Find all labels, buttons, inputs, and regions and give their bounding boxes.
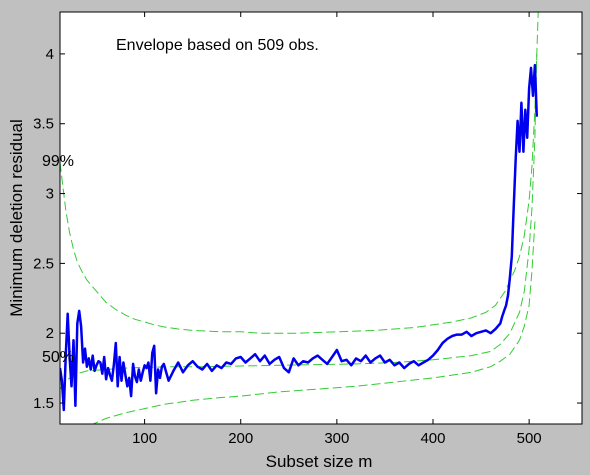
envelope-line-3 [92,221,536,424]
x-tick-label: 400 [420,430,445,447]
y-tick-label: 1.5 [33,395,54,412]
y-tick-label: 3.5 [33,116,54,133]
y-tick-label: 2 [46,325,54,342]
band-label-99: 99% [42,153,74,170]
y-axis-label: Minimum deletion residual [7,119,26,316]
residual-trace [60,63,539,412]
plot-frame [59,11,583,425]
x-tick-label: 500 [517,430,542,447]
x-tick-label: 100 [132,430,157,447]
residual-line [60,63,539,412]
envelope-annotation: Envelope based on 509 obs. [116,37,319,54]
axis-ticks: 100 200 300 400 500 1.5 2 2.5 3 3.5 4 [33,12,582,447]
x-tick-label: 200 [228,430,253,447]
y-tick-label: 3 [46,186,54,203]
y-tick-label: 4 [46,46,54,63]
band-label-50: 50% [42,349,74,366]
y-tick-label: 2.5 [33,255,54,272]
plot-area [60,12,582,424]
x-tick-label: 300 [324,430,349,447]
x-axis-label: Subset size m [266,452,373,471]
